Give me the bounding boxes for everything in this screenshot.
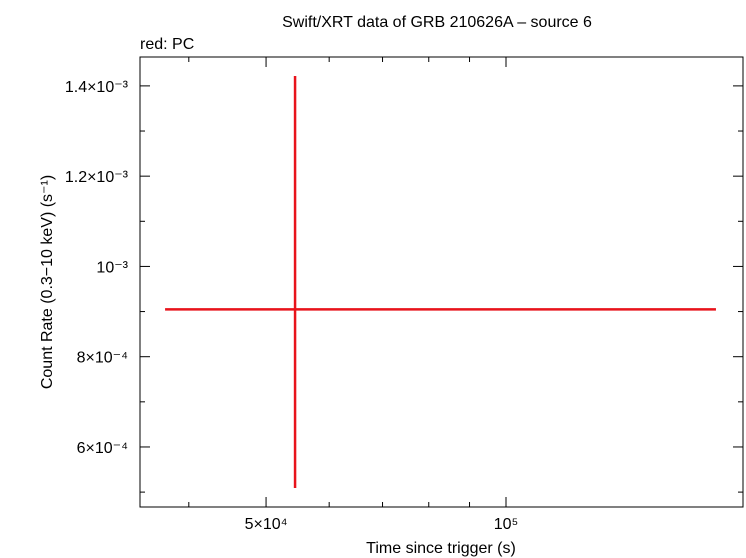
y-tick-label: 8×10⁻⁴ — [77, 350, 128, 367]
x-tick-label: 5×10⁴ — [245, 516, 288, 533]
chart-title: Swift/XRT data of GRB 210626A – source 6 — [282, 14, 592, 31]
y-tick-label: 6×10⁻⁴ — [77, 440, 128, 457]
y-tick-label: 1.4×10⁻³ — [65, 79, 129, 96]
x-tick-label: 10⁵ — [494, 516, 518, 533]
legend: red: PC — [140, 36, 194, 53]
y-axis-label: Count Rate (0.3−10 keV) (s⁻¹) — [39, 175, 56, 389]
y-tick-label: 1.2×10⁻³ — [65, 169, 129, 186]
plot-frame — [139, 56, 744, 508]
y-tick-label: 10⁻³ — [96, 259, 128, 276]
x-axis-label: Time since trigger (s) — [366, 540, 516, 557]
